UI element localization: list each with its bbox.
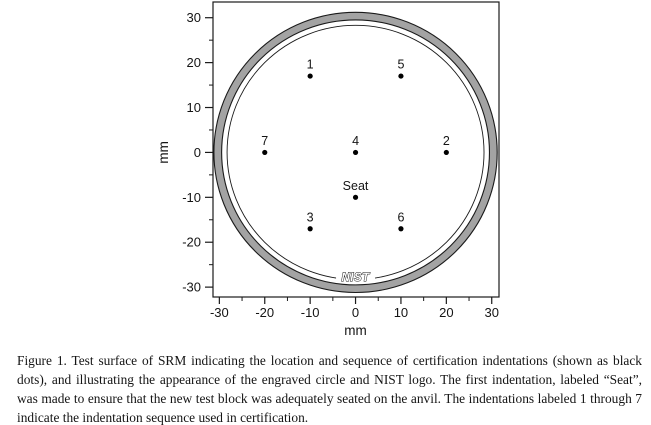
data-point-label: 3 <box>307 210 314 224</box>
data-point <box>262 149 268 156</box>
y-axis-tick-label: 20 <box>187 55 201 70</box>
data-point <box>443 149 449 156</box>
figure-caption: Figure 1. Test surface of SRM indicating… <box>17 353 642 425</box>
x-axis-tick-label: 30 <box>485 305 499 320</box>
x-axis-tick-label: 10 <box>394 305 408 320</box>
engraved-ring-inner-edge <box>221 19 491 286</box>
x-axis-title: mm <box>344 323 367 338</box>
srm-plot-canvas: NIST -30 -30 -20 -20 -10 -10 0 0 10 10 20 20 30 30 mm mm… <box>156 1 500 338</box>
data-point <box>307 73 313 79</box>
data-point-label: 2 <box>443 134 450 148</box>
data-point <box>398 226 404 232</box>
data-point-label: Seat <box>343 179 369 193</box>
data-point-label: 7 <box>261 134 268 148</box>
data-point-label: 4 <box>352 134 359 148</box>
y-axis-tick-label: -30 <box>182 280 201 295</box>
x-axis-tick-label: -10 <box>301 305 320 320</box>
data-point-label: 5 <box>397 58 404 72</box>
y-axis-tick-label: -10 <box>182 190 201 205</box>
y-axis-tick-label: 30 <box>187 10 201 25</box>
x-axis-tick-label: 0 <box>352 305 359 320</box>
data-point <box>352 194 359 200</box>
engraved-ring-outer-edge <box>213 11 498 294</box>
engraved-ring-fill <box>213 12 498 293</box>
nist-logo: NIST <box>341 272 370 284</box>
data-point <box>352 149 359 156</box>
y-axis-title: mm <box>156 141 171 164</box>
x-axis-tick-label: -20 <box>255 305 274 320</box>
x-axis-tick-label: -30 <box>210 305 229 320</box>
x-axis-tick-label: 20 <box>439 305 453 320</box>
y-axis-tick-label: -20 <box>182 235 201 250</box>
y-axis-tick-label: 0 <box>194 145 201 160</box>
data-point-label: 6 <box>397 210 404 224</box>
data-point <box>398 73 404 79</box>
nist-logo-backing <box>336 270 376 283</box>
plot-frame <box>212 1 500 298</box>
y-axis-tick-label: 10 <box>187 100 201 115</box>
data-point <box>307 226 313 232</box>
data-point-label: 1 <box>307 58 314 72</box>
